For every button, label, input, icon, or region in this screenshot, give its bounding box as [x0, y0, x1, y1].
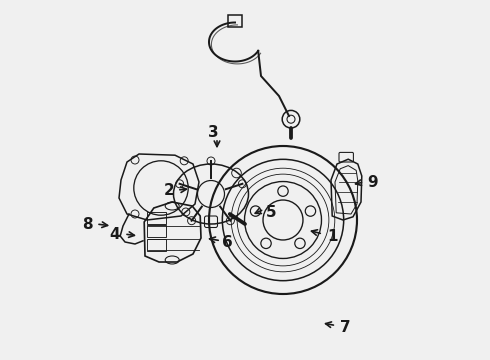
Text: 3: 3 [208, 125, 219, 140]
Text: 6: 6 [221, 234, 232, 249]
Text: 8: 8 [82, 216, 92, 231]
Text: 7: 7 [340, 320, 350, 336]
Text: 2: 2 [164, 183, 174, 198]
Text: 4: 4 [110, 226, 121, 242]
Text: 1: 1 [328, 229, 338, 243]
Text: 5: 5 [266, 204, 276, 220]
Text: 9: 9 [368, 175, 378, 189]
